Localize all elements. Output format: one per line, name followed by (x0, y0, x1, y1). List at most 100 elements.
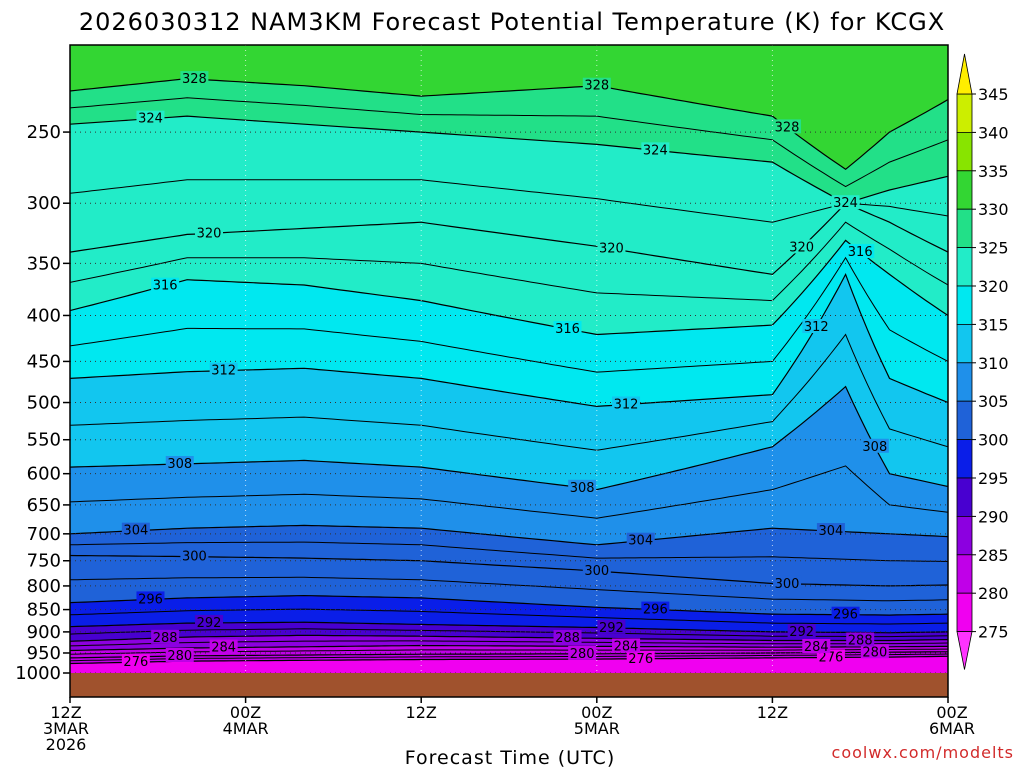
colorbar-arrow-top (956, 53, 973, 95)
contour-label-bg (787, 239, 816, 254)
contour-label-304: 304 (819, 524, 844, 539)
contour-label-304: 304 (123, 524, 148, 539)
contour-label-bg (773, 575, 802, 590)
contour-label-bg (831, 195, 860, 210)
contour-label-bg (626, 650, 655, 665)
y-tick-250: 250 (27, 122, 61, 143)
contour-label-280: 280 (570, 647, 595, 662)
colorbar-swatch-335 (956, 131, 973, 172)
contour-label-bg (641, 142, 670, 157)
colorbar-label-290: 290 (978, 507, 1009, 526)
x-axis-label: Forecast Time (UTC) (405, 747, 615, 768)
contour-mid-294 (70, 608, 948, 625)
colorbar-swatch-325 (956, 208, 973, 248)
contour-label-bg (553, 629, 582, 644)
y-tick-300: 300 (27, 193, 61, 214)
contour-label-320: 320 (599, 242, 624, 257)
colorbar-label-335: 335 (978, 162, 1009, 181)
contour-label-bg (121, 654, 150, 669)
contour-label-304: 304 (628, 534, 653, 549)
y-tick-900: 900 (27, 622, 61, 643)
contour-label-bg (136, 591, 165, 606)
contour-mid-278 (70, 653, 948, 662)
contour-label-bg (773, 119, 802, 134)
colorbar-swatch-295 (956, 439, 973, 479)
contour-label-bg (860, 644, 889, 659)
colorbar-label-310: 310 (978, 354, 1009, 373)
contour-labels: 276 276 276 280 280 280 284 284 284 288 288 288 292 2… (121, 71, 889, 670)
colorbar-label-315: 315 (978, 315, 1009, 334)
colorbar-swatch-305 (956, 362, 973, 402)
x-tick-label-0-1: 3MAR (43, 719, 89, 738)
contour-label-288: 288 (848, 633, 873, 648)
contour-label-bg (831, 606, 860, 621)
contour-label-bg (209, 362, 238, 377)
contour-304 (70, 524, 948, 546)
colorbar-swatch-340 (956, 93, 973, 133)
colorbar-swatch-320 (956, 247, 973, 287)
contour-label-292: 292 (197, 616, 222, 631)
colorbar-label-280: 280 (978, 584, 1009, 603)
x-tick-label-0-0: 12Z (50, 703, 81, 722)
contour-308 (70, 385, 948, 491)
contour-mid-310 (70, 333, 948, 451)
x-tick-label-4-0: 12Z (757, 703, 788, 722)
contour-label-324: 324 (643, 143, 668, 158)
contour-label-316: 316 (555, 322, 580, 337)
credit-text: coolwx.com/modelts (832, 743, 1014, 762)
contour-label-292: 292 (789, 625, 814, 640)
contour-label-bg (802, 318, 831, 333)
contour-label-324: 324 (833, 196, 858, 211)
contour-288 (70, 634, 948, 642)
contour-mid-314 (70, 256, 948, 373)
y-tick-850: 850 (27, 600, 61, 621)
contour-300 (70, 554, 948, 587)
colorbar-label-340: 340 (978, 123, 1009, 142)
colorbar: 345 340 335 330 325 320 315 310 305 300 295 290 285 2… (956, 53, 1009, 670)
y-tick-950: 950 (27, 643, 61, 664)
contour-label-bg (860, 438, 889, 453)
contour-label-284: 284 (614, 639, 639, 654)
plot-frame (69, 44, 949, 698)
x-tick-label-3-0: 00Z (581, 703, 612, 722)
contour-mid-326 (70, 97, 948, 188)
contour-label-bg (582, 77, 611, 92)
ground-surface (70, 673, 948, 697)
contour-label-276: 276 (123, 655, 148, 670)
contour-label-316: 316 (848, 245, 873, 260)
y-tick-350: 350 (27, 253, 61, 274)
x-tick-label-5-0: 00Z (936, 703, 967, 722)
contour-label-328: 328 (584, 79, 609, 94)
x-tick-label-3-1: 5MAR (574, 719, 620, 738)
contour-label-bg (816, 523, 845, 538)
contour-label-bg (846, 244, 875, 259)
contour-label-bg (568, 645, 597, 660)
contour-324 (70, 115, 948, 204)
colorbar-label-295: 295 (978, 469, 1009, 488)
contour-label-312: 312 (211, 364, 236, 379)
x-tick-label-1-1: 4MAR (223, 719, 269, 738)
contour-label-bg (846, 632, 875, 647)
contour-label-324: 324 (138, 112, 163, 127)
contour-label-bg (180, 71, 209, 86)
y-tick-600: 600 (27, 464, 61, 485)
contour-label-bg (136, 110, 165, 125)
contour-label-320: 320 (789, 240, 814, 255)
colorbar-label-300: 300 (978, 431, 1009, 450)
contour-296 (70, 594, 948, 616)
contour-label-bg (597, 240, 626, 255)
contour-label-bg (121, 522, 150, 537)
contour-label-300: 300 (584, 564, 609, 579)
y-tick-650: 650 (27, 495, 61, 516)
contour-label-288: 288 (555, 631, 580, 646)
colorbar-swatch-275 (956, 592, 973, 633)
contour-label-bg (165, 647, 194, 662)
colorbar-label-320: 320 (978, 277, 1009, 296)
colorbar-label-345: 345 (978, 85, 1009, 104)
colorbar-label-325: 325 (978, 239, 1009, 258)
contour-316 (70, 239, 948, 336)
colorbar-swatch-290 (956, 477, 973, 517)
colorbar-swatch-310 (956, 323, 973, 364)
contour-label-bg (626, 532, 655, 547)
